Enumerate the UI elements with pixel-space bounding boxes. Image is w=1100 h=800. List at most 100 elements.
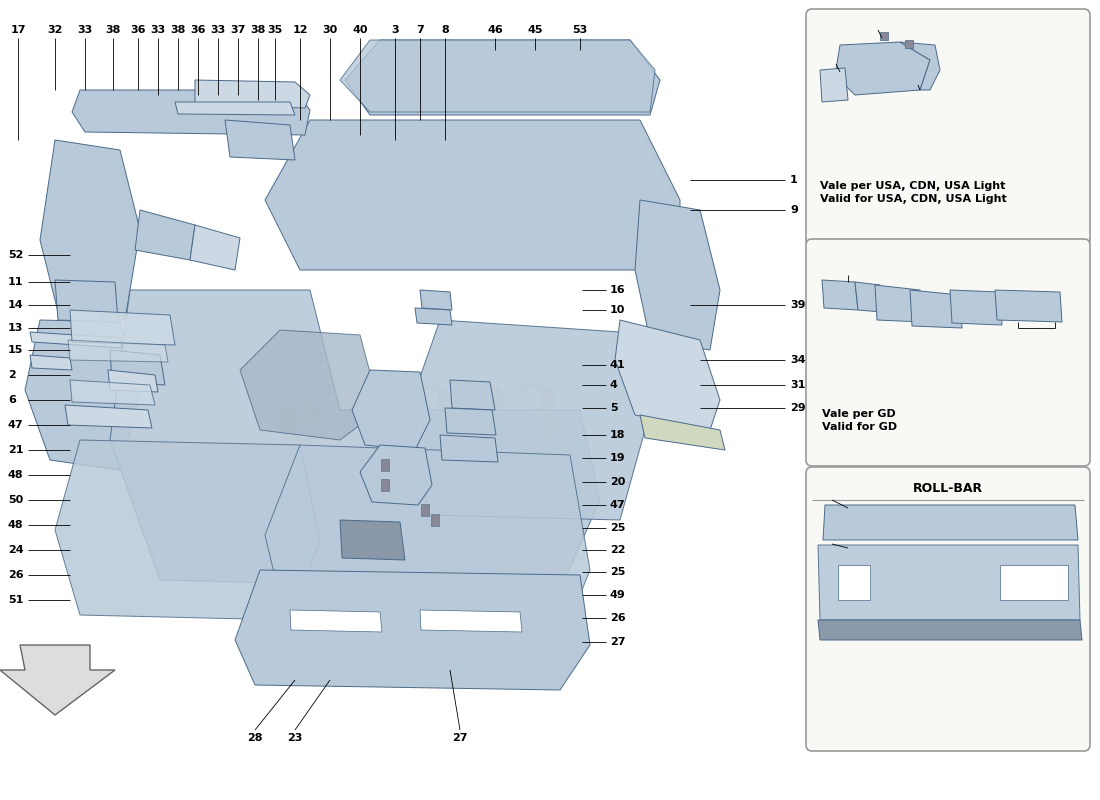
Polygon shape xyxy=(70,380,155,405)
Text: 29: 29 xyxy=(790,403,805,413)
Polygon shape xyxy=(110,350,165,385)
Polygon shape xyxy=(996,290,1062,322)
Polygon shape xyxy=(421,504,429,516)
Text: 38: 38 xyxy=(170,25,186,35)
Text: Vale per USA, CDN, USA Light
Valid for USA, CDN, USA Light: Vale per USA, CDN, USA Light Valid for U… xyxy=(820,181,1006,204)
Polygon shape xyxy=(446,408,496,435)
Polygon shape xyxy=(340,40,654,112)
Text: 50: 50 xyxy=(8,495,23,505)
Text: 36: 36 xyxy=(190,25,206,35)
Polygon shape xyxy=(72,90,310,135)
Polygon shape xyxy=(108,370,158,392)
Polygon shape xyxy=(190,225,240,270)
Text: a passion for excellence: a passion for excellence xyxy=(238,478,542,502)
Text: 11: 11 xyxy=(8,277,23,287)
Text: 53: 53 xyxy=(572,25,587,35)
Polygon shape xyxy=(415,308,452,325)
Text: 12: 12 xyxy=(293,25,308,35)
Text: 23: 23 xyxy=(287,733,303,743)
Polygon shape xyxy=(838,565,870,600)
Text: 1: 1 xyxy=(790,175,798,185)
Text: 40: 40 xyxy=(352,25,367,35)
Text: 4: 4 xyxy=(610,380,618,390)
Text: 15: 15 xyxy=(8,345,23,355)
Text: 32: 32 xyxy=(47,25,63,35)
Text: 9: 9 xyxy=(790,205,798,215)
Polygon shape xyxy=(340,520,405,560)
Text: 9: 9 xyxy=(823,537,830,547)
Polygon shape xyxy=(381,479,389,491)
Polygon shape xyxy=(440,435,498,462)
Polygon shape xyxy=(818,545,1080,620)
Text: 5: 5 xyxy=(610,403,617,413)
Polygon shape xyxy=(615,320,720,430)
Text: 18: 18 xyxy=(867,317,882,327)
Text: 10: 10 xyxy=(610,305,626,315)
Text: 19: 19 xyxy=(610,453,626,463)
Polygon shape xyxy=(30,332,122,348)
Text: 16: 16 xyxy=(610,285,626,295)
Text: 27: 27 xyxy=(452,733,468,743)
Text: 38: 38 xyxy=(251,25,266,35)
Text: 47: 47 xyxy=(610,500,626,510)
Text: 33: 33 xyxy=(210,25,225,35)
Polygon shape xyxy=(823,505,1078,540)
Text: 45: 45 xyxy=(527,25,542,35)
Text: 52: 52 xyxy=(8,250,23,260)
Polygon shape xyxy=(40,140,140,320)
FancyBboxPatch shape xyxy=(806,9,1090,246)
Polygon shape xyxy=(880,32,888,40)
Text: 21: 21 xyxy=(8,445,23,455)
Text: 42: 42 xyxy=(840,265,856,275)
Polygon shape xyxy=(431,514,439,526)
Polygon shape xyxy=(55,440,320,620)
Polygon shape xyxy=(900,42,940,90)
Text: 51: 51 xyxy=(8,595,23,605)
Text: 33: 33 xyxy=(151,25,166,35)
Polygon shape xyxy=(640,415,725,450)
Polygon shape xyxy=(818,620,1082,640)
Text: 48: 48 xyxy=(8,520,23,530)
Polygon shape xyxy=(195,80,310,108)
Text: 6: 6 xyxy=(8,395,15,405)
Text: 10: 10 xyxy=(1028,330,1044,340)
Text: 38: 38 xyxy=(106,25,121,35)
Polygon shape xyxy=(55,280,118,322)
Text: 26: 26 xyxy=(610,613,626,623)
Text: 54: 54 xyxy=(912,320,927,330)
Text: 20: 20 xyxy=(610,477,626,487)
Polygon shape xyxy=(635,200,720,350)
FancyBboxPatch shape xyxy=(806,239,1090,466)
Polygon shape xyxy=(345,40,660,115)
Text: e 1083: e 1083 xyxy=(276,383,564,457)
Polygon shape xyxy=(822,280,858,310)
Text: 24: 24 xyxy=(8,545,23,555)
Polygon shape xyxy=(175,102,295,115)
Text: 27: 27 xyxy=(610,637,626,647)
Text: 25: 25 xyxy=(610,567,626,577)
Text: 3: 3 xyxy=(392,25,399,35)
Polygon shape xyxy=(226,120,295,160)
Text: 18: 18 xyxy=(610,430,626,440)
Text: 13: 13 xyxy=(8,323,23,333)
Polygon shape xyxy=(240,330,380,440)
Text: 26: 26 xyxy=(8,570,23,580)
Polygon shape xyxy=(420,610,522,632)
Text: 17: 17 xyxy=(10,25,25,35)
Polygon shape xyxy=(1000,565,1068,600)
Text: 44: 44 xyxy=(912,90,928,100)
Text: 36: 36 xyxy=(130,25,145,35)
Text: 34: 34 xyxy=(790,355,805,365)
Text: 7: 7 xyxy=(416,25,424,35)
Text: 41: 41 xyxy=(610,360,626,370)
Polygon shape xyxy=(855,282,882,312)
Text: 43: 43 xyxy=(823,55,838,65)
Polygon shape xyxy=(874,285,922,322)
Text: 33: 33 xyxy=(77,25,92,35)
Polygon shape xyxy=(70,310,175,345)
Polygon shape xyxy=(360,445,432,505)
Polygon shape xyxy=(820,68,848,102)
Polygon shape xyxy=(25,320,138,470)
Polygon shape xyxy=(910,290,962,328)
Polygon shape xyxy=(265,120,680,270)
